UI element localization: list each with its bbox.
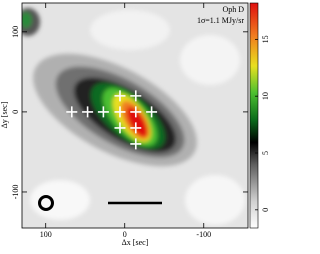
y-tick-label: 0 (11, 110, 20, 114)
x-axis-title: Δx [sec] (122, 238, 149, 247)
cross-marker (130, 90, 142, 102)
colorbar-tick-label: 5 (261, 151, 270, 155)
x-tick-label: 100 (40, 230, 52, 239)
colorbar-tick-label: 15 (261, 35, 270, 43)
x-tick-label: 0 (123, 230, 127, 239)
chart-subtitle: 1σ=1.1 MJy/sr (197, 16, 244, 25)
cross-marker (130, 138, 142, 150)
cross-marker (114, 122, 126, 134)
x-tick-label: -100 (196, 230, 211, 239)
y-axis-title: Δy [sec] (0, 101, 9, 128)
cross-marker (114, 106, 126, 118)
colorbar (249, 2, 259, 229)
cross-marker (146, 106, 158, 118)
cross-marker (66, 106, 78, 118)
colorbar-tick-label: 0 (261, 208, 270, 212)
intensity-map (22, 3, 248, 228)
cross-marker (97, 106, 109, 118)
cross-marker (114, 90, 126, 102)
y-tick-label: 100 (11, 26, 20, 38)
chart: Oph D 1σ=1.1 MJy/sr Δx [sec] Δy [sec] 10… (0, 2, 270, 247)
chart-title: Oph D (222, 5, 244, 14)
cross-marker (130, 106, 142, 118)
beam (38, 195, 54, 211)
y-tick-label: -100 (11, 185, 20, 200)
cross-marker (82, 106, 94, 118)
cross-marker (130, 122, 142, 134)
plot-frame (21, 2, 249, 229)
colorbar-tick-label: 10 (261, 92, 270, 100)
